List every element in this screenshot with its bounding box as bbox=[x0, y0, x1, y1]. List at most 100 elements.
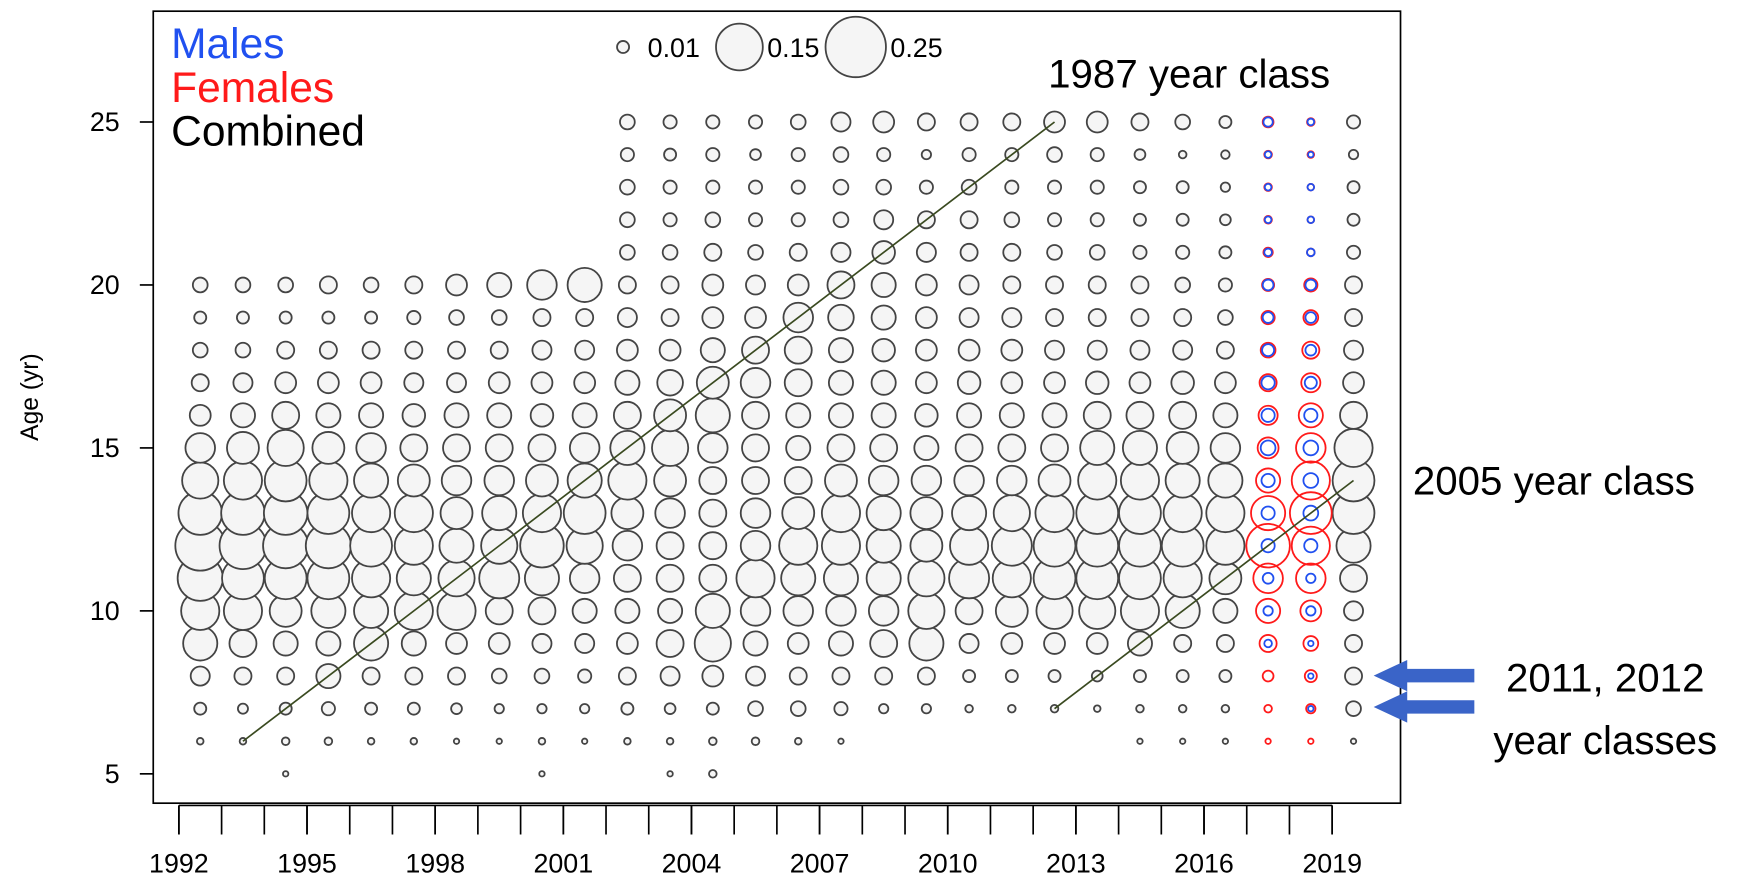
bubble bbox=[701, 273, 725, 297]
bubble bbox=[785, 402, 812, 429]
bubble bbox=[399, 433, 429, 463]
bubble bbox=[487, 371, 511, 395]
bubble bbox=[182, 625, 219, 662]
bubble bbox=[1259, 341, 1277, 359]
bubble bbox=[1260, 310, 1276, 326]
bubble bbox=[694, 592, 731, 629]
bubble bbox=[655, 531, 685, 561]
bubble bbox=[318, 275, 338, 295]
bubble bbox=[1086, 339, 1108, 361]
bubble bbox=[481, 495, 518, 532]
bubble bbox=[401, 403, 427, 428]
bubble bbox=[266, 428, 305, 467]
bubble bbox=[237, 702, 249, 715]
bubble bbox=[1346, 212, 1361, 227]
bubble bbox=[1261, 311, 1275, 324]
bubble bbox=[308, 460, 349, 501]
bubble bbox=[1261, 343, 1276, 358]
bubble bbox=[962, 669, 977, 683]
bubble bbox=[870, 304, 897, 331]
bubble bbox=[1259, 439, 1277, 457]
bubble bbox=[617, 275, 637, 295]
arrow bbox=[1373, 691, 1475, 723]
bubble bbox=[1004, 179, 1020, 195]
bubble bbox=[234, 341, 252, 359]
x-tick-label: 2016 bbox=[1174, 849, 1234, 877]
bubble bbox=[1045, 308, 1064, 327]
bubble bbox=[662, 114, 678, 130]
bubble bbox=[865, 560, 902, 597]
bubble bbox=[450, 702, 463, 715]
bubble bbox=[445, 632, 468, 655]
bubble bbox=[831, 666, 851, 686]
bubble bbox=[1305, 605, 1317, 617]
bubble bbox=[1047, 179, 1063, 195]
bubble bbox=[272, 630, 299, 657]
bubble bbox=[1164, 462, 1201, 499]
bubble bbox=[875, 178, 892, 196]
bubble bbox=[1212, 402, 1239, 429]
bubble bbox=[656, 369, 684, 397]
bubble bbox=[533, 667, 551, 685]
bubble bbox=[1219, 181, 1231, 193]
bubble bbox=[1303, 277, 1319, 293]
bubble bbox=[867, 595, 900, 627]
bubble bbox=[1302, 309, 1320, 326]
y-tick-label: 5 bbox=[105, 759, 120, 789]
bubble bbox=[1177, 703, 1188, 714]
bubble bbox=[353, 462, 390, 499]
bubble bbox=[739, 367, 772, 399]
bubble bbox=[870, 369, 897, 396]
bubble bbox=[794, 737, 803, 746]
bubble bbox=[193, 310, 208, 325]
bubble bbox=[362, 276, 380, 294]
bubble bbox=[361, 666, 381, 686]
bubble bbox=[1257, 404, 1279, 426]
bubble bbox=[404, 275, 424, 295]
bubble bbox=[1258, 634, 1278, 653]
bubble bbox=[1303, 375, 1318, 390]
bubble bbox=[623, 737, 632, 746]
bubble bbox=[358, 402, 385, 429]
bubble bbox=[958, 307, 980, 328]
bubble bbox=[663, 147, 678, 162]
bubble bbox=[657, 597, 684, 624]
bubble bbox=[1217, 309, 1234, 326]
bubble bbox=[440, 464, 473, 497]
bubble bbox=[750, 736, 761, 746]
bubble bbox=[1304, 278, 1318, 292]
bubble bbox=[359, 371, 383, 395]
bubble bbox=[699, 337, 726, 364]
y-axis-label: Age (yr) bbox=[17, 353, 44, 440]
bubble bbox=[915, 338, 938, 362]
bubble bbox=[525, 463, 559, 498]
bubble-series bbox=[1259, 116, 1320, 713]
bubble bbox=[445, 273, 468, 297]
bubble bbox=[778, 525, 819, 566]
bubble bbox=[483, 464, 515, 497]
bubble bbox=[315, 402, 342, 429]
bubble bbox=[1218, 245, 1233, 260]
bubble bbox=[1089, 179, 1105, 195]
bubble bbox=[701, 664, 725, 688]
bubble bbox=[693, 624, 732, 663]
x-tick-label: 2010 bbox=[918, 849, 978, 877]
size-legend-bubble bbox=[824, 15, 887, 79]
bubble bbox=[1043, 632, 1066, 655]
bubble bbox=[1130, 275, 1150, 295]
bubble bbox=[1047, 212, 1063, 228]
bubble bbox=[1344, 308, 1363, 327]
bubble bbox=[741, 433, 770, 463]
bubble bbox=[610, 496, 645, 530]
bubble bbox=[530, 371, 554, 395]
x-tick-label: 2001 bbox=[533, 849, 593, 877]
bubble bbox=[698, 466, 728, 495]
bubble bbox=[705, 701, 720, 716]
bubble bbox=[705, 179, 721, 195]
y-tick-label: 10 bbox=[90, 596, 120, 626]
bubble-series bbox=[174, 110, 1376, 779]
annotation: year classes bbox=[1493, 718, 1717, 763]
bubble bbox=[1133, 148, 1147, 161]
bubble bbox=[1295, 562, 1327, 594]
